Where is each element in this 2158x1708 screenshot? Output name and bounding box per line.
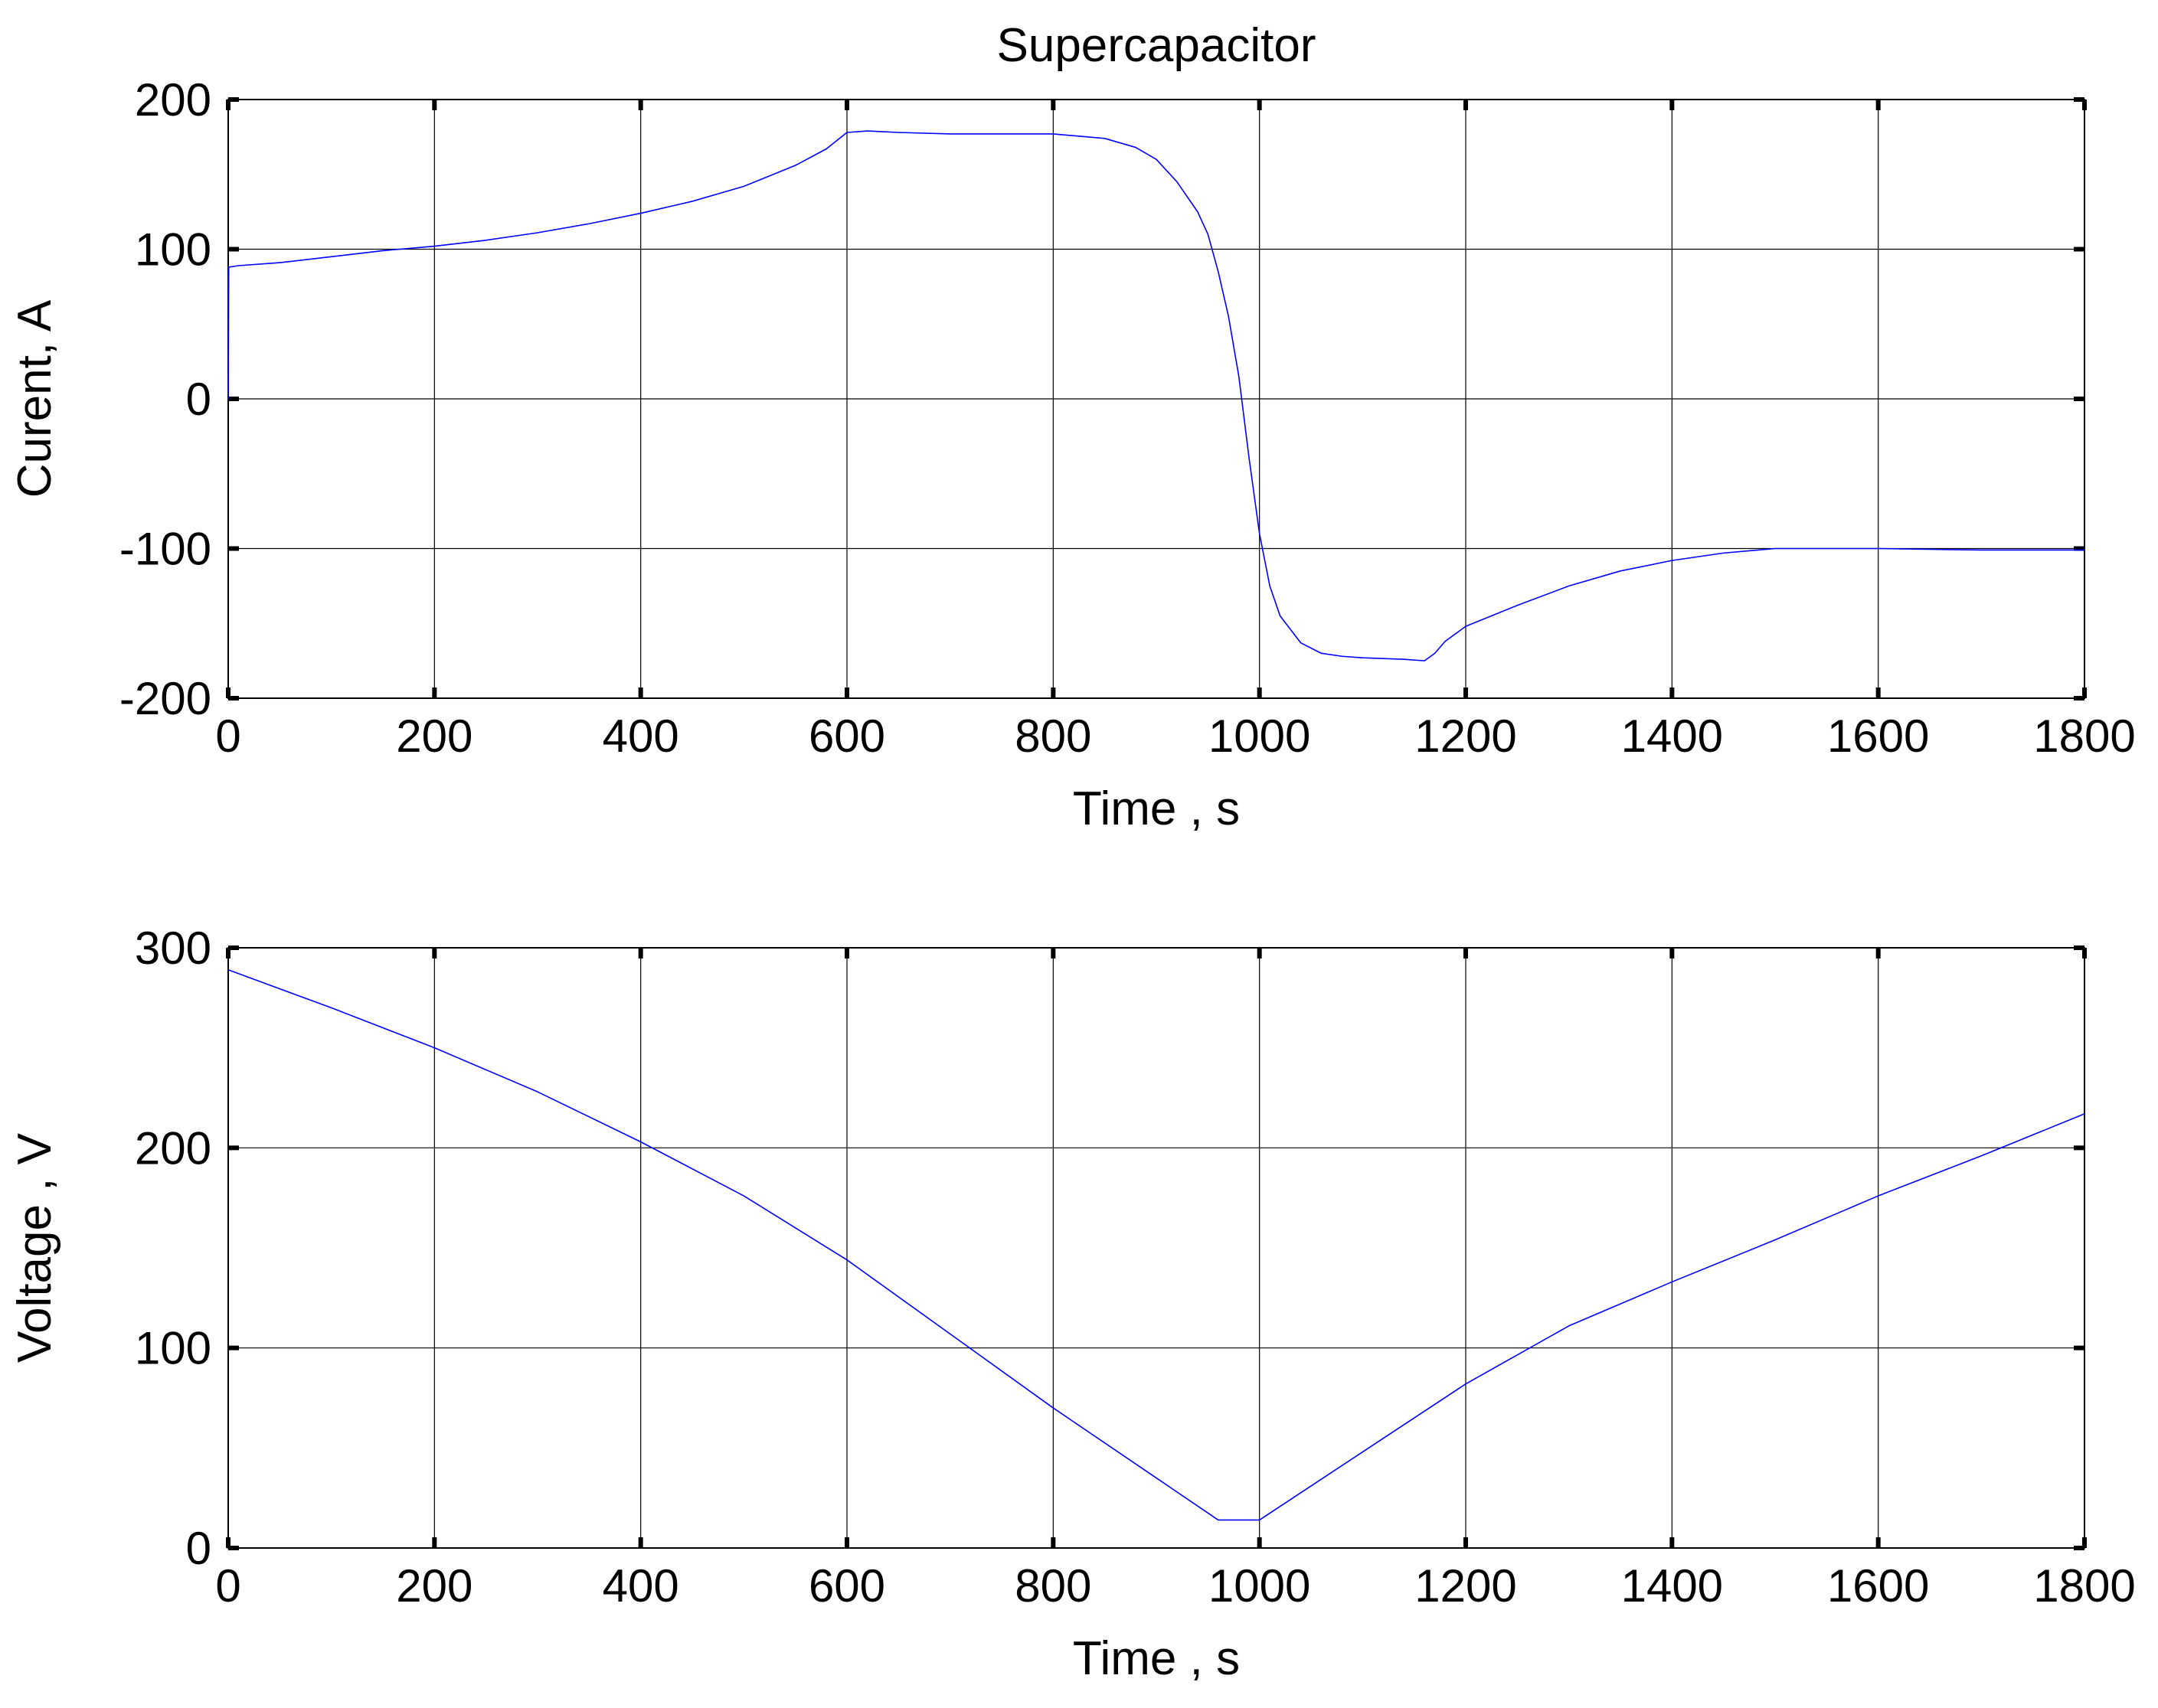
x-tick-label: 1000 [1208, 710, 1310, 762]
x-tick-label: 1200 [1414, 1560, 1516, 1612]
x-tick-label: 600 [809, 710, 885, 762]
x-tick-label: 1400 [1621, 1560, 1723, 1612]
series-line-0 [227, 130, 2084, 661]
y-tick-label: -100 [119, 524, 211, 575]
x-tick-label: 0 [215, 1560, 240, 1612]
x-tick-label: 200 [396, 1560, 472, 1612]
x-tick-label: 200 [396, 710, 472, 762]
subplot-current: 0 200 400 600 800 1000 1200 1400 1600 18002001000… [8, 19, 2136, 835]
y-tick-label: -200 [119, 673, 211, 724]
y-tick-label: 200 [135, 74, 211, 126]
y-axis-label: Voltage , V [8, 1132, 61, 1363]
x-axis-label: Time , s [1073, 782, 1240, 835]
x-tick-label: 1200 [1414, 710, 1516, 762]
x-tick-label: 400 [603, 1560, 679, 1612]
x-axis-label: Time , s [1073, 1632, 1240, 1685]
subplot-voltage: 0 200 400 600 800 1000 1200 1400 1600 18003002001… [8, 923, 2136, 1685]
x-tick-label: 0 [215, 710, 240, 762]
x-tick-label: 1800 [2033, 1560, 2135, 1612]
y-axis-label: Curent, A [8, 299, 61, 498]
x-tick-label: 800 [1015, 710, 1091, 762]
x-tick-label: 1600 [1827, 710, 1929, 762]
x-tick-label: 600 [809, 1560, 885, 1612]
series-line-0 [227, 968, 2085, 1521]
axes-box [227, 947, 2085, 1549]
y-tick-label: 100 [135, 224, 211, 276]
x-tick-label: 1000 [1208, 1560, 1310, 1612]
x-tick-label: 1400 [1621, 710, 1723, 762]
x-tick-label: 800 [1015, 1560, 1091, 1612]
y-tick-label: 0 [186, 1523, 211, 1574]
y-tick-label: 0 [186, 374, 211, 425]
x-tick-label: 1800 [2033, 710, 2135, 762]
y-tick-label: 300 [135, 923, 211, 974]
x-tick-label: 1600 [1827, 1560, 1929, 1612]
x-tick-label: 400 [603, 710, 679, 762]
y-tick-label: 100 [135, 1323, 211, 1374]
chart-title: Supercapacitor [996, 19, 1316, 72]
y-tick-label: 200 [135, 1122, 211, 1174]
